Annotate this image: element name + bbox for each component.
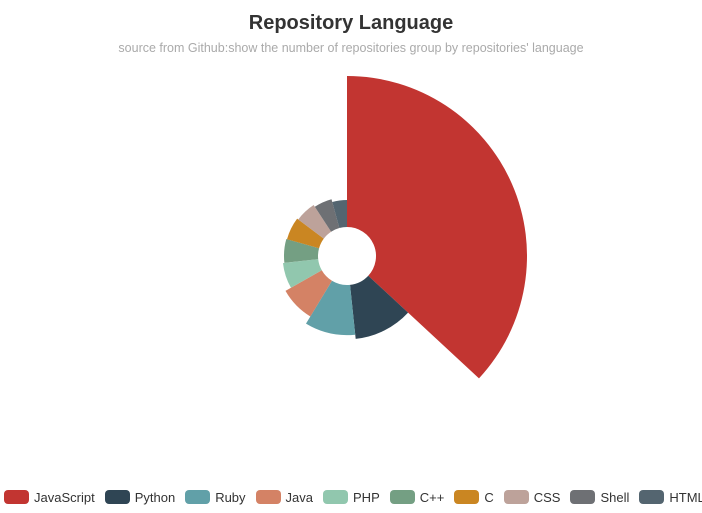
legend-item-javascript[interactable]: JavaScript <box>4 490 95 505</box>
legend-item-c[interactable]: C <box>454 489 494 505</box>
legend-label: CSS <box>533 489 561 505</box>
legend-label: Java <box>285 489 314 505</box>
legend-label: Ruby <box>215 489 246 505</box>
rose-sector-ruby[interactable] <box>305 280 356 336</box>
legend-item-css[interactable]: CSS <box>503 489 561 505</box>
chart-title: Repository Language <box>248 12 454 34</box>
legend-swatch <box>639 490 665 504</box>
chart-legend: JavaScript Python Ruby Java PHP C++ C CSS Shell H… <box>4 487 702 507</box>
rose-sectors <box>282 76 527 379</box>
legend-swatch <box>454 490 480 504</box>
legend-swatch <box>389 490 415 504</box>
legend-item-shell[interactable]: Shell <box>570 490 629 505</box>
legend-item-php[interactable]: PHP <box>323 490 380 505</box>
legend-label: C++ <box>419 489 445 505</box>
legend-swatch <box>104 490 130 504</box>
legend-swatch <box>185 490 211 504</box>
rose-sector-c-[interactable] <box>283 239 320 263</box>
legend-swatch <box>4 490 29 504</box>
legend-swatch <box>255 490 281 504</box>
legend-item-python[interactable]: Python <box>104 489 176 505</box>
legend-swatch <box>503 490 529 504</box>
legend-item-c-[interactable]: C++ <box>389 489 445 505</box>
legend-label: HTML <box>669 489 702 505</box>
rose-sector-php[interactable] <box>282 259 322 288</box>
rose-sector-java[interactable] <box>285 270 332 317</box>
legend-label: PHP <box>353 489 380 505</box>
rose-sector-javascript[interactable] <box>347 76 527 379</box>
rose-sector-html[interactable] <box>332 200 347 229</box>
legend-swatch <box>570 490 596 504</box>
rose-sector-css[interactable] <box>298 205 332 239</box>
legend-label: Shell <box>600 489 630 505</box>
legend-item-html[interactable]: HTML <box>639 490 702 505</box>
rose-sector-shell[interactable] <box>314 199 340 232</box>
legend-label: JavaScript <box>34 489 95 505</box>
rose-chart <box>282 76 527 379</box>
legend-label: Python <box>134 489 176 505</box>
rose-sector-python[interactable] <box>350 275 409 339</box>
rose-sector-c[interactable] <box>286 218 324 249</box>
legend-item-java[interactable]: Java <box>255 489 314 505</box>
chart-subtitle: source from Github:show the number of re… <box>118 41 584 55</box>
legend-label: C <box>484 489 494 505</box>
legend-item-ruby[interactable]: Ruby <box>185 489 246 505</box>
legend-swatch <box>323 490 349 504</box>
